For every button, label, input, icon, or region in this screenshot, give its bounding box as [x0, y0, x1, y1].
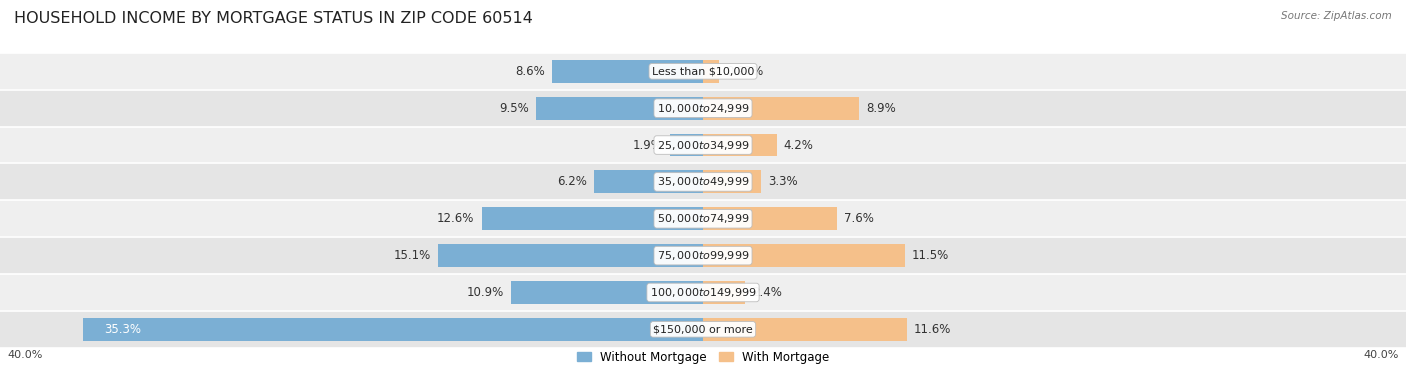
- Text: $100,000 to $149,999: $100,000 to $149,999: [650, 286, 756, 299]
- Text: $25,000 to $34,999: $25,000 to $34,999: [657, 139, 749, 152]
- Text: Less than $10,000: Less than $10,000: [652, 67, 754, 76]
- Bar: [512, 281, 703, 304]
- Bar: [669, 134, 703, 156]
- Bar: [0, 90, 1406, 127]
- Text: 8.6%: 8.6%: [515, 65, 546, 78]
- Bar: [703, 134, 778, 156]
- Text: HOUSEHOLD INCOME BY MORTGAGE STATUS IN ZIP CODE 60514: HOUSEHOLD INCOME BY MORTGAGE STATUS IN Z…: [14, 11, 533, 26]
- Bar: [703, 244, 905, 267]
- Bar: [437, 244, 703, 267]
- Bar: [703, 318, 907, 341]
- Text: 12.6%: 12.6%: [437, 212, 475, 225]
- Text: 6.2%: 6.2%: [557, 175, 588, 188]
- Text: 2.4%: 2.4%: [752, 286, 782, 299]
- Bar: [0, 53, 1406, 90]
- Bar: [703, 170, 761, 193]
- Text: 3.3%: 3.3%: [768, 175, 797, 188]
- Text: 10.9%: 10.9%: [467, 286, 505, 299]
- Text: $35,000 to $49,999: $35,000 to $49,999: [657, 175, 749, 188]
- Text: 11.6%: 11.6%: [914, 323, 952, 336]
- Bar: [703, 97, 859, 119]
- Text: 40.0%: 40.0%: [7, 350, 42, 360]
- Text: 40.0%: 40.0%: [1364, 350, 1399, 360]
- Text: 8.9%: 8.9%: [866, 102, 896, 115]
- Text: 35.3%: 35.3%: [104, 323, 141, 336]
- Text: Source: ZipAtlas.com: Source: ZipAtlas.com: [1281, 11, 1392, 21]
- Text: 7.6%: 7.6%: [844, 212, 873, 225]
- Bar: [0, 311, 1406, 348]
- Bar: [481, 208, 703, 230]
- Legend: Without Mortgage, With Mortgage: Without Mortgage, With Mortgage: [572, 346, 834, 368]
- Bar: [703, 281, 745, 304]
- Bar: [0, 127, 1406, 164]
- Bar: [703, 60, 720, 83]
- Bar: [0, 200, 1406, 237]
- Bar: [83, 318, 703, 341]
- Text: 4.2%: 4.2%: [785, 139, 814, 152]
- Text: $50,000 to $74,999: $50,000 to $74,999: [657, 212, 749, 225]
- Text: 11.5%: 11.5%: [912, 249, 949, 262]
- Text: 0.92%: 0.92%: [725, 65, 763, 78]
- Bar: [0, 274, 1406, 311]
- Bar: [593, 170, 703, 193]
- Bar: [536, 97, 703, 119]
- Bar: [551, 60, 703, 83]
- Bar: [0, 237, 1406, 274]
- Text: $10,000 to $24,999: $10,000 to $24,999: [657, 102, 749, 115]
- Text: 1.9%: 1.9%: [633, 139, 662, 152]
- Text: $75,000 to $99,999: $75,000 to $99,999: [657, 249, 749, 262]
- Bar: [703, 208, 837, 230]
- Text: $150,000 or more: $150,000 or more: [654, 324, 752, 334]
- Text: 15.1%: 15.1%: [394, 249, 430, 262]
- Bar: [0, 164, 1406, 200]
- Text: 9.5%: 9.5%: [499, 102, 529, 115]
